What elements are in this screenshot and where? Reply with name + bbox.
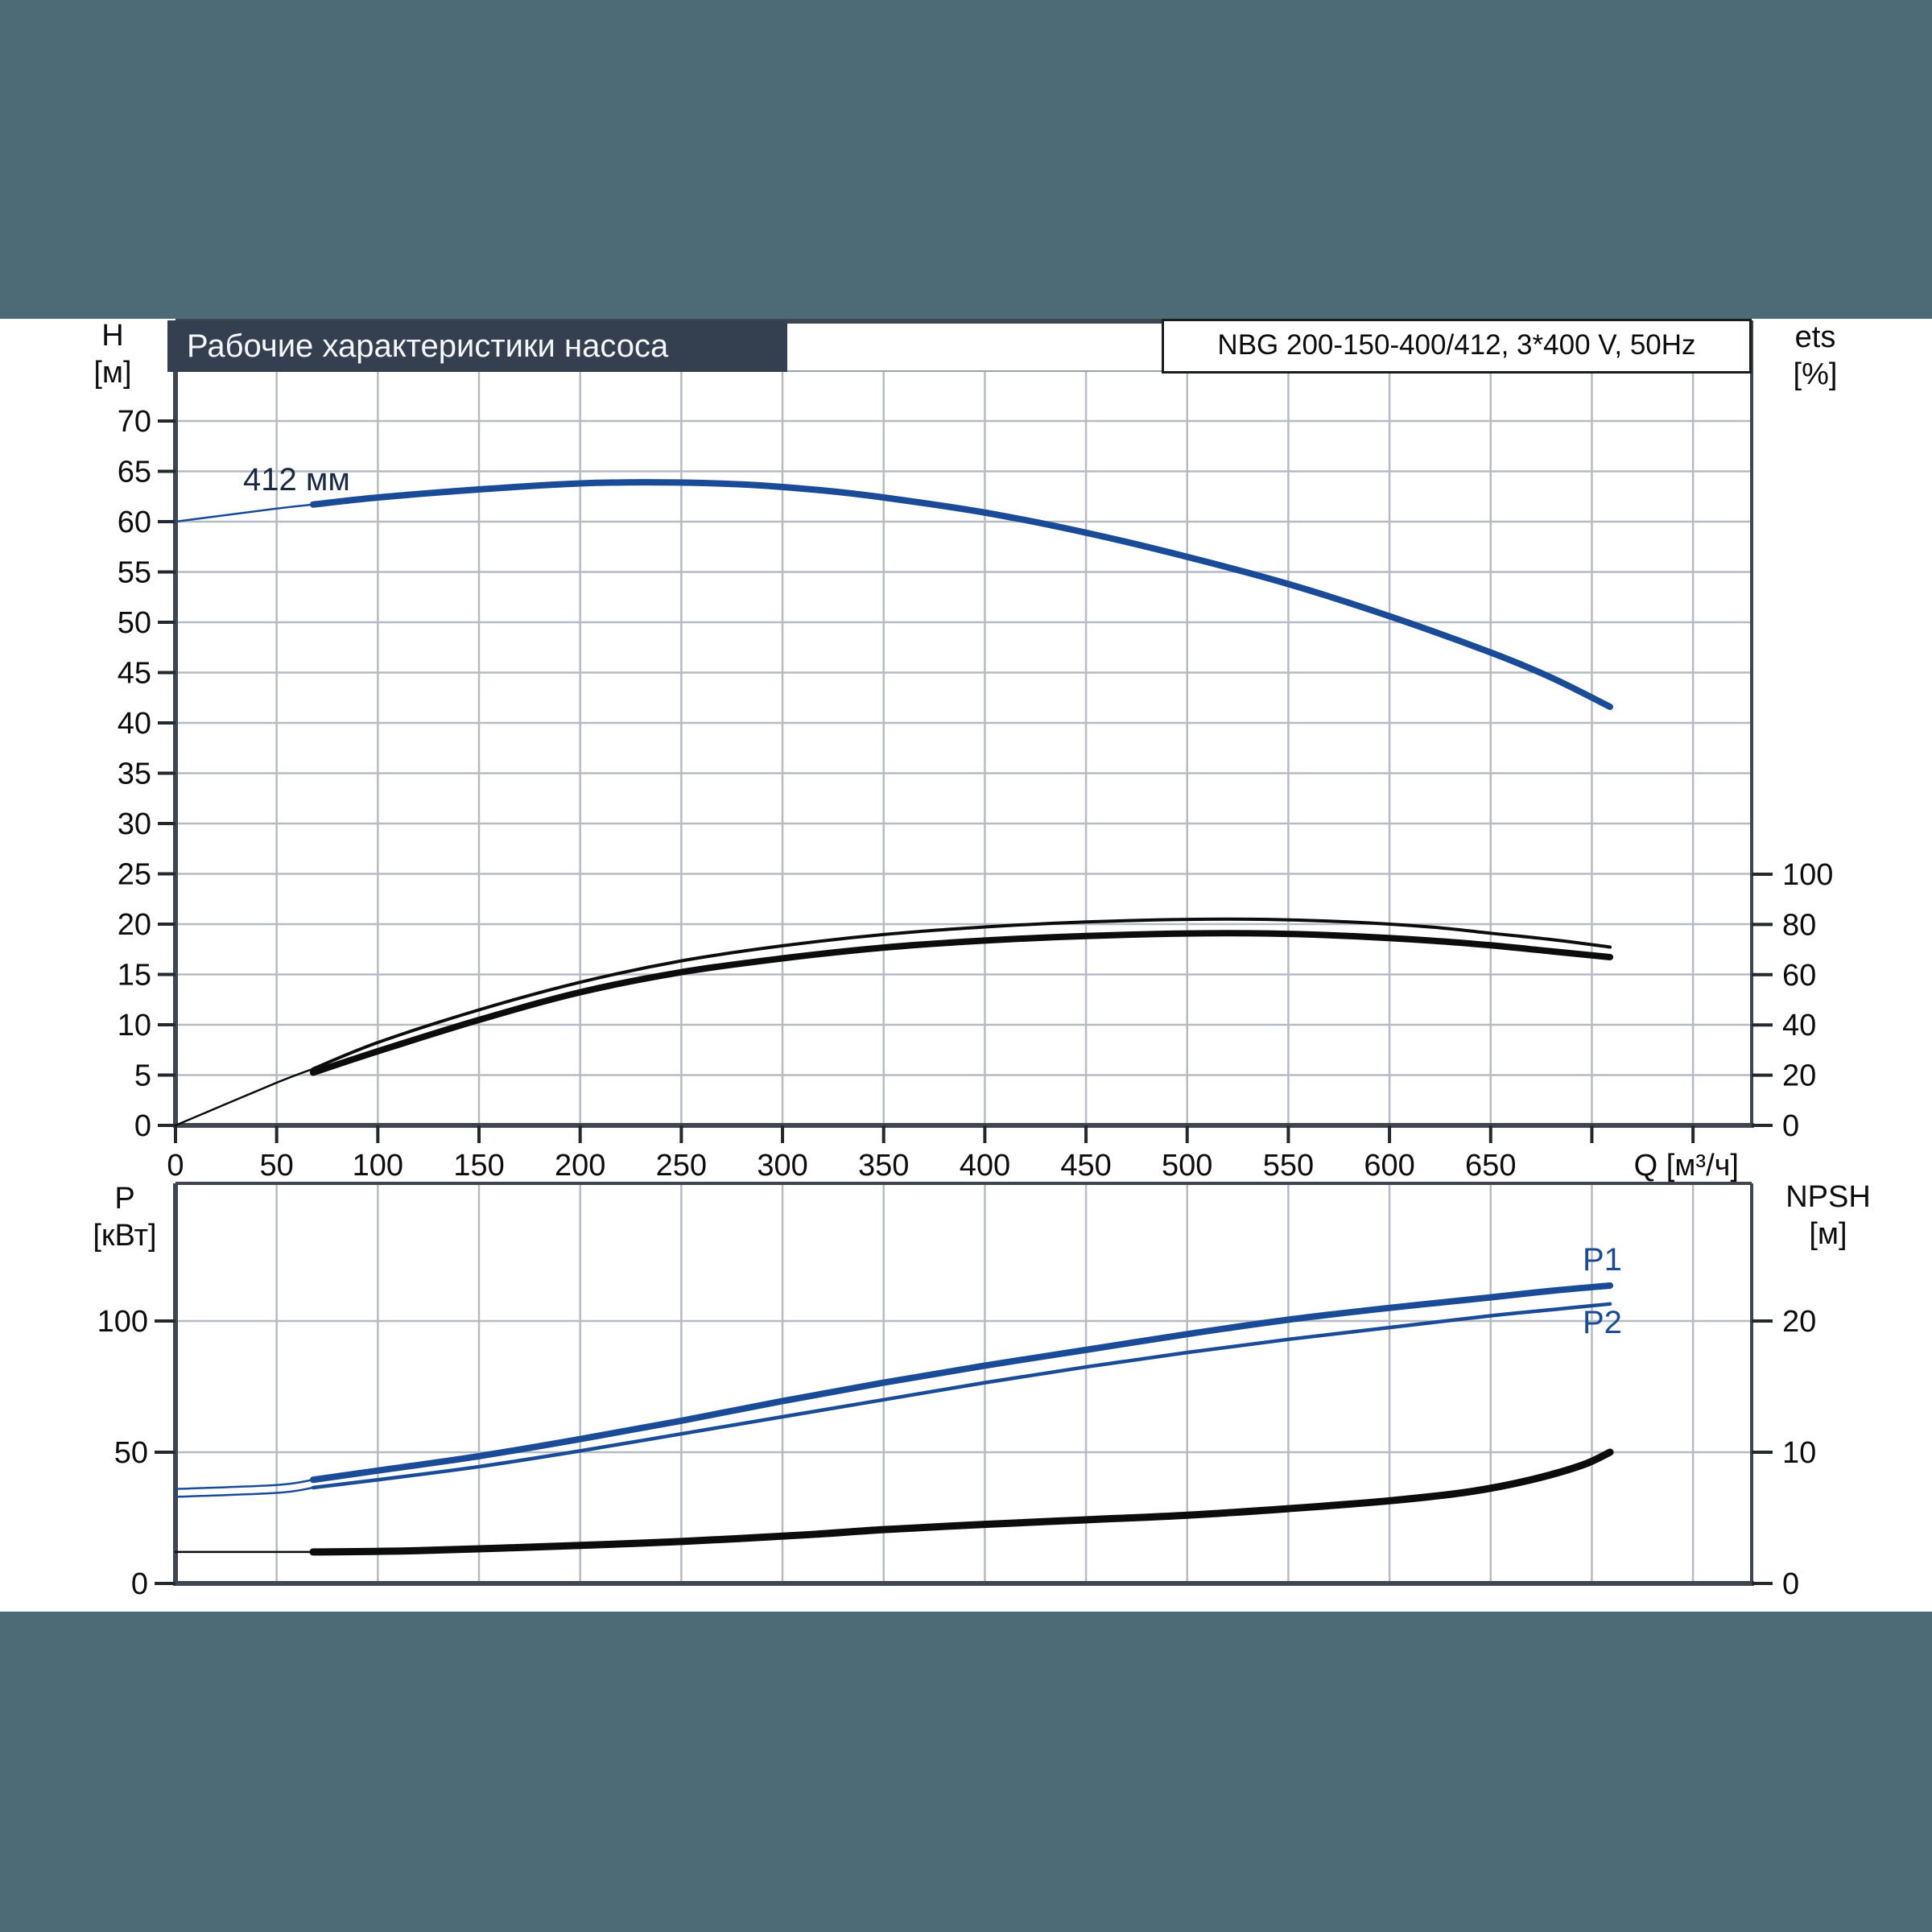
svg-text:15: 15 [118,959,151,993]
efficiency-axis-unit: [%] [1793,357,1838,391]
svg-text:80: 80 [1782,908,1816,942]
npsh-axis-unit: [м] [1809,1217,1847,1251]
curve-p1 [309,1282,1614,1484]
svg-text:100: 100 [97,1305,148,1339]
svg-text:200: 200 [555,1149,605,1183]
svg-text:5: 5 [134,1059,151,1093]
curve-npsh [309,1448,1614,1556]
head-axis-label: H [м] [76,317,149,391]
svg-text:100: 100 [1782,858,1833,892]
curve-eta [174,1067,315,1127]
efficiency-axis-label: ets [%] [1771,319,1860,393]
curve-eta-total [309,930,1614,1076]
svg-text:10: 10 [1782,1436,1816,1470]
curve-412-мм [309,479,1614,710]
power-axis-name: P [114,1182,135,1216]
svg-text:300: 300 [757,1149,807,1183]
svg-text:150: 150 [453,1149,504,1183]
curve-p1 [174,1478,315,1490]
svg-text:250: 250 [656,1149,707,1183]
power-axis-unit: [кВт] [93,1219,157,1253]
chart-background [0,319,1932,1612]
curve-p2 [174,1486,315,1498]
svg-text:450: 450 [1060,1149,1111,1183]
svg-text:30: 30 [118,807,151,841]
curve-eta [311,917,1612,1071]
svg-text:650: 650 [1465,1149,1516,1183]
svg-text:0: 0 [167,1149,184,1183]
banner-strip [787,320,1162,372]
svg-text:100: 100 [353,1149,403,1183]
svg-text:65: 65 [118,456,151,489]
svg-text:0: 0 [131,1567,148,1601]
svg-text:0: 0 [1782,1109,1799,1143]
head-axis-name: H [101,319,124,353]
svg-text:0: 0 [1782,1567,1799,1601]
svg-text:40: 40 [1782,1009,1816,1042]
pump-model-plate: NBG 200-150-400/412, 3*400 V, 50Hz [1162,319,1752,374]
svg-text:500: 500 [1162,1149,1212,1183]
svg-text:60: 60 [1782,959,1816,993]
chart-title: Рабочие характеристики насоса [167,320,787,372]
svg-text:10: 10 [118,1009,151,1042]
svg-text:50: 50 [114,1436,148,1470]
svg-text:600: 600 [1364,1149,1414,1183]
efficiency-axis-name: ets [1794,320,1836,354]
svg-text:50: 50 [118,606,151,640]
power-axis-label: P [кВт] [89,1180,161,1254]
p2-curve-label: P2 [1583,1305,1622,1340]
npsh-axis-name: NPSH [1785,1180,1871,1214]
svg-text:25: 25 [118,858,151,892]
impeller-diameter-label: 412 мм [243,462,350,497]
svg-text:550: 550 [1263,1149,1314,1183]
svg-text:20: 20 [1782,1305,1816,1339]
curve-412-мм [174,503,315,523]
flow-axis-label: Q [м³/ч] [1633,1149,1739,1183]
head-axis-unit: [м] [93,356,132,390]
svg-text:45: 45 [118,657,151,691]
svg-text:60: 60 [118,506,151,539]
svg-text:50: 50 [260,1149,294,1183]
svg-text:70: 70 [118,405,151,439]
svg-text:55: 55 [118,556,151,590]
svg-text:20: 20 [118,908,151,942]
svg-text:400: 400 [960,1149,1010,1183]
p1-curve-label: P1 [1583,1242,1622,1278]
npsh-axis-label: NPSH [м] [1768,1179,1889,1253]
svg-text:0: 0 [134,1109,151,1143]
curve-p2 [311,1302,1612,1490]
svg-text:35: 35 [118,758,151,791]
svg-text:20: 20 [1782,1059,1816,1093]
svg-text:350: 350 [858,1149,909,1183]
svg-text:40: 40 [118,707,151,741]
